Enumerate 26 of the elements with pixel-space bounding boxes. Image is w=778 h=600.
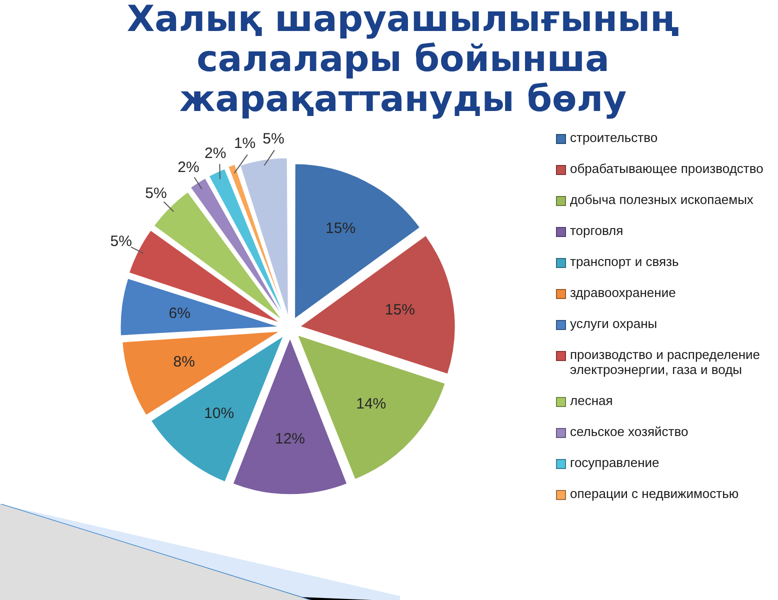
- legend-label: сельское хозяйство: [570, 424, 688, 439]
- data-label: 15%: [384, 302, 415, 319]
- legend-label: обрабатывающее производство: [570, 161, 764, 176]
- data-label: 8%: [173, 354, 195, 371]
- data-label: 6%: [168, 305, 190, 322]
- data-label: 5%: [262, 130, 284, 148]
- legend-label: услуги охраны: [570, 316, 658, 331]
- data-label: 14%: [356, 395, 386, 412]
- data-label: 12%: [274, 430, 306, 448]
- legend-label: добыча полезных ископаемых: [570, 192, 754, 207]
- legend-label: транспорт и связь: [570, 254, 679, 269]
- data-label: 1%: [234, 135, 256, 152]
- chart-title: Халық шаруашылығының салалары бойынша жарақаттануды бөлу: [126, 0, 680, 120]
- data-label: 5%: [145, 185, 167, 202]
- legend-label: лесная: [570, 393, 613, 408]
- data-label: 5%: [110, 233, 132, 250]
- legend-label: торговля: [570, 223, 624, 238]
- data-label: 10%: [204, 404, 234, 422]
- legend-label: строительство: [570, 130, 658, 145]
- legend-label: производство и распределение электроэнергии, газа и воды: [570, 347, 761, 377]
- legend-label: здравоохранение: [570, 285, 676, 300]
- data-label: 15%: [326, 220, 356, 237]
- legend-label: госуправление: [570, 455, 660, 470]
- legend-label: операции с недвижимостью: [570, 486, 739, 501]
- data-label: 2%: [178, 159, 200, 176]
- data-label: 2%: [204, 144, 226, 162]
